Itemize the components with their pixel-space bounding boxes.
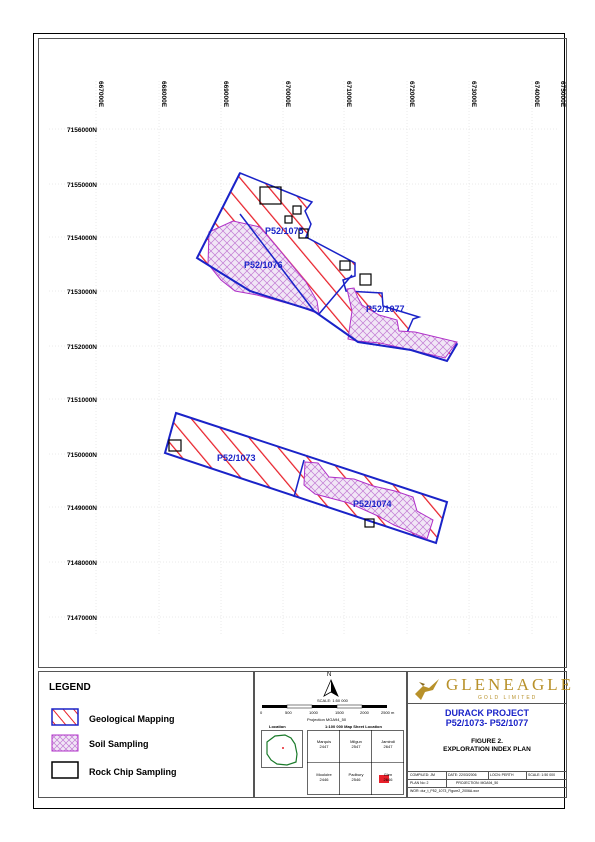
sheet-name: Mooloire bbox=[316, 772, 332, 777]
northing-label: 7150000N bbox=[67, 452, 97, 459]
sheet-number: 2647 bbox=[383, 744, 393, 749]
scale-tick: 0 bbox=[260, 710, 263, 715]
northing-label: 7152000N bbox=[67, 344, 97, 351]
northing-label: 7155000N bbox=[67, 182, 97, 189]
easting-label: 674000E bbox=[533, 81, 540, 108]
rock-chip-swatch bbox=[51, 761, 79, 779]
legend-item-soil-sampling: Soil Sampling bbox=[89, 739, 149, 749]
scale-tick: 1000 bbox=[309, 710, 318, 715]
sheet-name: Jamindi bbox=[381, 739, 395, 744]
tenement-label-p52-1076: P52/1076 bbox=[244, 260, 283, 270]
tenement-label-p52-1077: P52/1077 bbox=[366, 304, 405, 314]
legend-title: LEGEND bbox=[49, 682, 91, 693]
tenement-label-p52-1074: P52/1074 bbox=[353, 499, 392, 509]
scale-tick: 2500 m bbox=[381, 710, 395, 715]
sheet-name: Marquis bbox=[316, 739, 332, 744]
figure-title: EXPLORATION INDEX PLAN bbox=[443, 746, 531, 753]
easting-label: 667000E bbox=[97, 81, 104, 108]
north-arrow-icon bbox=[323, 679, 339, 697]
scale-tick: 1500 bbox=[335, 710, 344, 715]
projection-label: Projection MGA94_50 bbox=[307, 717, 347, 722]
tenement-label-p52-1075: P52/1075 bbox=[265, 226, 304, 236]
date-field: DATE: 22/03/2006 bbox=[448, 773, 477, 777]
northing-label: 7151000N bbox=[67, 397, 97, 404]
scale-tick: 2000 bbox=[360, 710, 369, 715]
northing-label: 7147000N bbox=[67, 615, 97, 622]
sheet-index-grid bbox=[307, 730, 404, 795]
company-name: GLENEAGLE bbox=[446, 675, 575, 694]
easting-label: 669000E bbox=[222, 81, 229, 108]
rock-chip-samples bbox=[168, 186, 375, 528]
sheet-number: 2447 bbox=[319, 744, 329, 749]
scale-field: SCALE: 1:50 000 bbox=[528, 773, 556, 777]
compiled-by: COMPILED: JM bbox=[410, 773, 435, 777]
sheet-title: 1:100 000 Map Sheet Location bbox=[325, 724, 382, 729]
soil-sampling-swatch bbox=[51, 734, 79, 752]
easting-label: 671000E bbox=[345, 81, 352, 108]
northing-label: 7154000N bbox=[67, 235, 97, 242]
easting-label: 673000E bbox=[470, 81, 477, 108]
northing-label: 7149000N bbox=[67, 505, 97, 512]
project-title: DURACK PROJECT bbox=[444, 708, 529, 718]
northing-label: 7156000N bbox=[67, 127, 97, 134]
legend-item-rock-chip-sampling: Rock Chip Sampling bbox=[89, 767, 177, 777]
scale-bar bbox=[262, 704, 387, 709]
legend-item-geological-mapping: Geological Mapping bbox=[89, 714, 175, 724]
title-block: GLENEAGLE GOLD LIMITED DURACK PROJECT P5… bbox=[407, 671, 571, 798]
easting-label: 668000E bbox=[160, 81, 167, 108]
figure-number: FIGURE 2. bbox=[471, 738, 503, 745]
projection-field: PROJECTION: MGA94_50 bbox=[456, 781, 499, 785]
sheet-name: Milgun bbox=[350, 739, 362, 744]
sheet-number: 2446 bbox=[319, 777, 329, 782]
sheet-number: 2547 bbox=[351, 744, 361, 749]
sheet-name: Padbury bbox=[348, 772, 364, 777]
location-field: LOCN: PERTH bbox=[490, 773, 514, 777]
easting-label: 670000E bbox=[284, 81, 291, 108]
north-label: N bbox=[327, 672, 332, 678]
soil-area-p52-1074 bbox=[303, 461, 434, 540]
location-inset-map bbox=[261, 730, 303, 768]
scale-text: SCALE: 1:50 000 bbox=[317, 698, 348, 703]
scale-location-panel: N SCALE: 1:50 000 0 500 1000 1500 2000 2… bbox=[254, 671, 407, 798]
page-border bbox=[33, 33, 565, 809]
company-subtitle: GOLD LIMITED bbox=[478, 695, 538, 701]
location-label: Location bbox=[269, 724, 286, 729]
easting-label: 672000E bbox=[408, 81, 415, 108]
eagle-logo-icon bbox=[415, 679, 439, 700]
workspace-file: WOR: dur_t_P52_1073_Figure2_2006A.wor bbox=[410, 789, 479, 793]
legend-panel: LEGEND Geological Mapping Soil Sampling … bbox=[38, 671, 254, 798]
project-tenements: P52/1073- P52/1077 bbox=[445, 718, 529, 728]
map-frame: P52/1075 P52/1076 P52/1077 P52/1073 P52/… bbox=[38, 38, 567, 668]
grid-lines bbox=[49, 81, 559, 634]
easting-label: 675000E bbox=[559, 81, 566, 108]
northing-label: 7153000N bbox=[67, 289, 97, 296]
geo-mapping-swatch bbox=[51, 708, 79, 726]
northing-label: 7148000N bbox=[67, 560, 97, 567]
tenement-label-p52-1073: P52/1073 bbox=[217, 453, 256, 463]
plan-number: PLAN No: 2 bbox=[410, 781, 429, 785]
sheet-name: Glen bbox=[383, 772, 393, 777]
sheet-number: 2546 bbox=[351, 777, 361, 782]
scale-tick: 500 bbox=[285, 710, 292, 715]
sheet-number: 2646 bbox=[383, 777, 393, 782]
